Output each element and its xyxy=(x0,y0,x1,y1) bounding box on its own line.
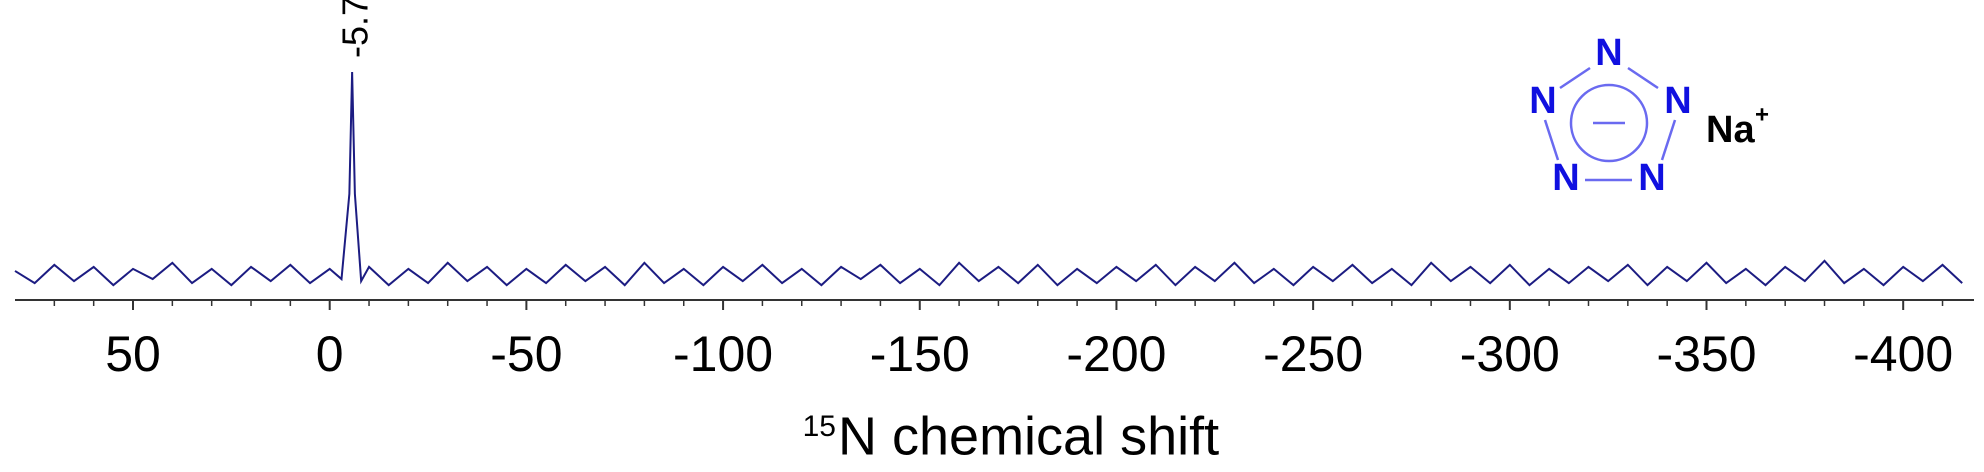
bond xyxy=(1627,66,1659,90)
atom-label: N xyxy=(1638,157,1665,199)
bond xyxy=(1543,119,1560,161)
x-tick-label: -150 xyxy=(870,326,970,382)
x-tick-label: -400 xyxy=(1853,326,1953,382)
x-tick-label: -250 xyxy=(1263,326,1363,382)
x-tick-label: -50 xyxy=(490,326,562,382)
atom-label: N xyxy=(1529,80,1556,122)
tetrazolate-structure xyxy=(1543,66,1677,182)
x-tick-label: -200 xyxy=(1066,326,1166,382)
spectrum-line xyxy=(14,71,1963,287)
x-tick-label: -100 xyxy=(673,326,773,382)
aromatic-ring xyxy=(1569,83,1649,163)
atom-label: N xyxy=(1552,157,1579,199)
atom-label: N xyxy=(1595,32,1622,74)
bond xyxy=(1559,66,1591,90)
x-tick-label: 50 xyxy=(105,326,161,382)
x-tick-label: 0 xyxy=(316,326,344,382)
cation-label: Na xyxy=(1706,109,1755,151)
peak-label: -5.7 xyxy=(335,0,376,58)
x-tick-label: -300 xyxy=(1460,326,1560,382)
cation-charge: + xyxy=(1755,101,1769,128)
x-axis-label: N chemical shift xyxy=(838,406,1219,466)
x-tick-label: -350 xyxy=(1656,326,1756,382)
x-label-isotope: 15 xyxy=(803,410,836,443)
atom-label: N xyxy=(1664,80,1691,122)
bond xyxy=(1660,119,1677,161)
